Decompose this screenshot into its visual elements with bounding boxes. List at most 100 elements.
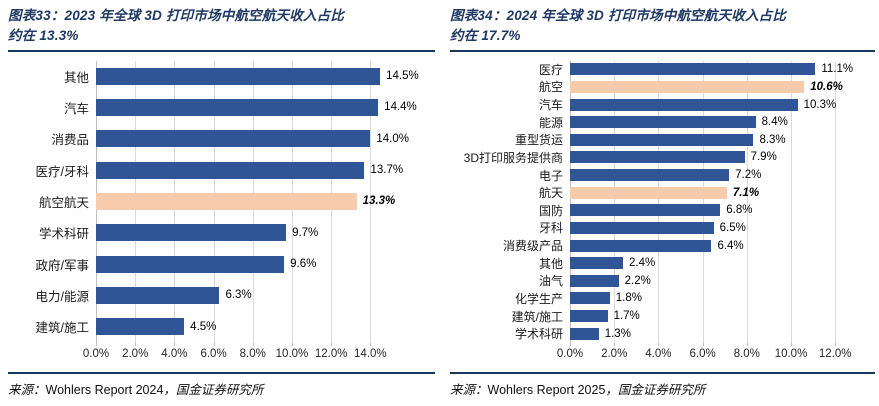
source-report-name: Wohlers Report 2024 [45, 383, 164, 397]
figure-34-panel: 图表34：2024 年全球 3D 打印市场中航空航天收入占比 约在 17.7% … [438, 0, 879, 406]
axis-tick-label: 14.0% [354, 347, 387, 360]
axis-tick-label: 0.0% [556, 347, 584, 360]
bar [570, 221, 714, 234]
category-label: 3D打印服务提供商 [463, 150, 563, 165]
bar-row: 9.6% [96, 248, 435, 279]
tick-mark [835, 342, 837, 346]
bar [570, 310, 608, 323]
category-label: 其他 [538, 256, 563, 271]
category-label: 建筑/施工 [511, 309, 563, 324]
category-label: 汽车 [63, 101, 89, 116]
bar-row: 9.7% [96, 217, 435, 248]
gridline [702, 60, 704, 343]
category-label: 其他 [63, 70, 89, 85]
figure-33-source: 来源：Wohlers Report 2024，国金证券研究所 [8, 374, 435, 398]
category-label: 电力/能源 [35, 289, 89, 304]
bar [570, 98, 798, 111]
axis-tick-label: 2.0% [601, 347, 628, 360]
bar-row: 1.7% [570, 307, 875, 325]
bar [96, 67, 381, 85]
category-label: 重型货运 [514, 133, 563, 148]
plot-area: 14.5% 14.4% 14.0% 13.7% 13.3% 9.7% 9.6% 6.3% 4.5… [96, 60, 435, 343]
value-label: 7.9% [750, 151, 777, 164]
category-label: 医疗 [538, 62, 563, 77]
tick-mark [213, 342, 215, 346]
value-label: 14.4% [384, 101, 417, 114]
bar [570, 327, 599, 340]
bar [570, 116, 756, 129]
axis-tick-label: 10.0% [774, 347, 808, 360]
bar [570, 274, 619, 287]
category-label: 消费品 [51, 133, 89, 148]
bar-row: 14.0% [96, 123, 435, 154]
bar-rows: 14.5% 14.4% 14.0% 13.7% 13.3% 9.7% 9.6% 6.3% 4.5… [96, 61, 435, 343]
value-label: 1.7% [613, 310, 640, 323]
axis-tick-label: 4.0% [645, 347, 672, 360]
bar [570, 133, 754, 146]
category-labels: 其他 汽车 消费品 医疗/牙科 航空航天 学术科研 政府/军事 电力/能源 建筑/施工 [8, 61, 96, 343]
bar-row: 13.3% [96, 186, 435, 217]
value-label: 13.3% [362, 195, 396, 208]
bar-row: 6.3% [96, 280, 435, 311]
source-report-name: Wohlers Report 2025 [487, 383, 606, 397]
tick-mark [702, 342, 704, 346]
bar-chart-2023: 其他 汽车 消费品 医疗/牙科 航空航天 学术科研 政府/军事 电力/能源 建筑/施工 14.5%… [8, 60, 435, 361]
figure-34-title-rule [450, 49, 875, 52]
axis-tick-label: 6.0% [689, 347, 716, 360]
tick-mark [291, 342, 293, 346]
value-label: 8.3% [759, 133, 786, 146]
axis-tick-label: 12.0% [818, 347, 852, 360]
category-label: 汽车 [538, 98, 563, 113]
value-label: 14.0% [376, 132, 409, 145]
value-label: 6.4% [717, 239, 744, 252]
value-label: 6.8% [726, 204, 753, 217]
bar [570, 63, 816, 76]
tick-mark [96, 342, 97, 346]
category-label: 航空航天 [38, 195, 89, 210]
source-institution: ，国金证券研究所 [163, 383, 264, 397]
plot-area: 11.1% 10.6% 10.3% 8.4% 8.3% 7.9% 7.2% 7.1% 6.8% 6… [570, 60, 875, 343]
value-label: 2.4% [629, 257, 656, 270]
bar-row: 4.5% [96, 311, 435, 342]
axis-tick-label: 6.0% [200, 347, 227, 360]
bar [96, 130, 371, 148]
bar-row: 1.3% [570, 325, 875, 343]
category-label: 国防 [538, 203, 563, 218]
bar-rows: 11.1% 10.6% 10.3% 8.4% 8.3% 7.9% 7.2% 7.1% 6.8% 6… [570, 61, 875, 343]
gridline [835, 60, 837, 343]
figure-34-title-line1: 图表34：2024 年全球 3D 打印市场中航空航天收入占比 [450, 8, 787, 23]
figure-34-title: 图表34：2024 年全球 3D 打印市场中航空航天收入占比 约在 17.7% [450, 6, 875, 47]
value-label: 10.6% [810, 80, 843, 93]
x-axis: 0.0% 2.0% 4.0% 6.0% 8.0% 10.0% 12.0% 14.0% [83, 342, 435, 361]
bar-row: 11.1% [570, 61, 875, 79]
category-label: 学术科研 [38, 227, 89, 242]
bar [570, 204, 721, 217]
category-label: 政府/军事 [35, 258, 89, 273]
figure-33-title-line1: 图表33：2023 年全球 3D 打印市场中航空航天收入占比 [8, 8, 345, 23]
bar-row: 13.7% [96, 154, 435, 185]
figure-33-source-rule [8, 372, 435, 374]
category-labels: 医疗 航空 汽车 能源 重型货运 3D打印服务提供商 电子 航天 国防 牙科 消费级产品 其他 油气 化学… [450, 61, 570, 343]
bar-row: 14.4% [96, 92, 435, 123]
axis-tick-label: 8.0% [239, 347, 266, 360]
value-label: 14.5% [386, 70, 419, 83]
value-label: 8.4% [761, 116, 788, 129]
value-label: 13.7% [370, 164, 404, 177]
bar-row: 1.8% [570, 290, 875, 308]
bar-row: 6.5% [570, 219, 875, 237]
bar-row: 2.4% [570, 254, 875, 272]
value-label: 7.1% [732, 186, 760, 199]
tick-mark [658, 342, 660, 346]
category-label: 牙科 [538, 221, 563, 236]
y-axis-line [570, 60, 571, 343]
source-label: 来源： [450, 383, 488, 397]
tick-mark [252, 342, 254, 346]
bar-row: 8.4% [570, 113, 875, 131]
tick-mark [370, 342, 372, 346]
value-label: 11.1% [821, 63, 854, 76]
tick-mark [614, 342, 616, 346]
bar [570, 239, 712, 252]
category-label: 能源 [538, 115, 563, 130]
bar [570, 169, 730, 182]
